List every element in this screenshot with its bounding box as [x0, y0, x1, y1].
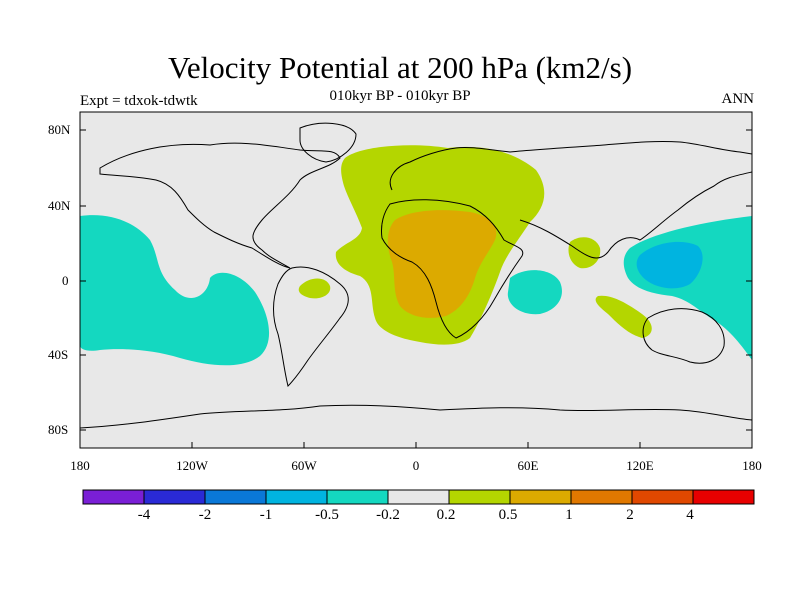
- africa-coastline: [381, 199, 524, 339]
- bay-of-bengal-positive-region: [568, 237, 601, 269]
- south-america-coastline: [273, 266, 349, 387]
- lon-tick-label: 120E: [626, 458, 654, 473]
- lat-tick-label: 40S: [48, 347, 69, 362]
- coastlines: [79, 122, 753, 429]
- contour-fills: [80, 145, 752, 366]
- colorbar-swatch: [509, 489, 572, 505]
- colorbar-label: 2: [626, 507, 634, 523]
- colorbar-label: 0.2: [436, 507, 456, 523]
- map-panel: [79, 111, 753, 449]
- colorbar-label: 4: [686, 507, 694, 523]
- colorbar-swatch: [631, 489, 694, 505]
- colorbar-swatch: [448, 489, 511, 505]
- australia-coastline: [642, 308, 725, 364]
- season-label: ANN: [721, 91, 755, 107]
- lat-tick-label: 80S: [48, 422, 69, 437]
- indian-ocean-negative-region: [507, 270, 562, 315]
- colorbar-label: -0.2: [376, 507, 400, 523]
- lon-tick-label: 180: [70, 458, 90, 473]
- europe-coastline: [389, 140, 753, 191]
- lon-tick-label: 120W: [176, 458, 208, 473]
- africa-strong-positive-region: [387, 210, 497, 318]
- colorbar-swatch: [570, 489, 633, 505]
- colorbar-swatch: [82, 489, 145, 505]
- antarctica-coastline: [79, 404, 753, 429]
- philippines-strong-negative-region: [636, 241, 703, 289]
- colorbar-label: -1: [259, 507, 273, 523]
- lon-tick-label: 60E: [517, 458, 539, 473]
- experiment-label: Expt = tdxok-tdwtk: [80, 93, 198, 109]
- lat-tick-label: 80N: [48, 122, 71, 137]
- colorbar-label: 0.5: [498, 507, 518, 523]
- asia-coastline: [519, 171, 753, 259]
- axis-ticks: [79, 129, 753, 448]
- colorbar-swatch: [387, 489, 450, 505]
- colorbar-swatch: [326, 489, 389, 505]
- colorbar-label: -2: [198, 507, 212, 523]
- colorbar-label: -0.5: [315, 507, 339, 523]
- colorbar-label: 1: [565, 507, 573, 523]
- lon-tick-label: 180: [742, 458, 762, 473]
- pacific-negative-region: [80, 215, 270, 366]
- colorbar-swatch: [265, 489, 328, 505]
- colorbar-swatch: [692, 489, 755, 505]
- australia-positive-region: [595, 295, 652, 338]
- map-subtitle: 010kyr BP - 010kyr BP: [329, 88, 471, 104]
- lon-tick-label: 60W: [291, 458, 317, 473]
- lat-tick-label: 0: [62, 273, 69, 288]
- lon-tick-label: 0: [412, 458, 420, 473]
- colorbar-swatch: [143, 489, 206, 505]
- colorbar: [82, 489, 755, 505]
- brazil-positive-region: [298, 278, 331, 299]
- greenland-coastline: [299, 122, 357, 163]
- lat-tick-label: 40N: [48, 198, 71, 213]
- colorbar-label: -4: [137, 507, 151, 523]
- colorbar-swatch: [204, 489, 267, 505]
- map-title: Velocity Potential at 200 hPa (km2/s): [167, 50, 633, 85]
- north-america-coastline: [99, 142, 341, 269]
